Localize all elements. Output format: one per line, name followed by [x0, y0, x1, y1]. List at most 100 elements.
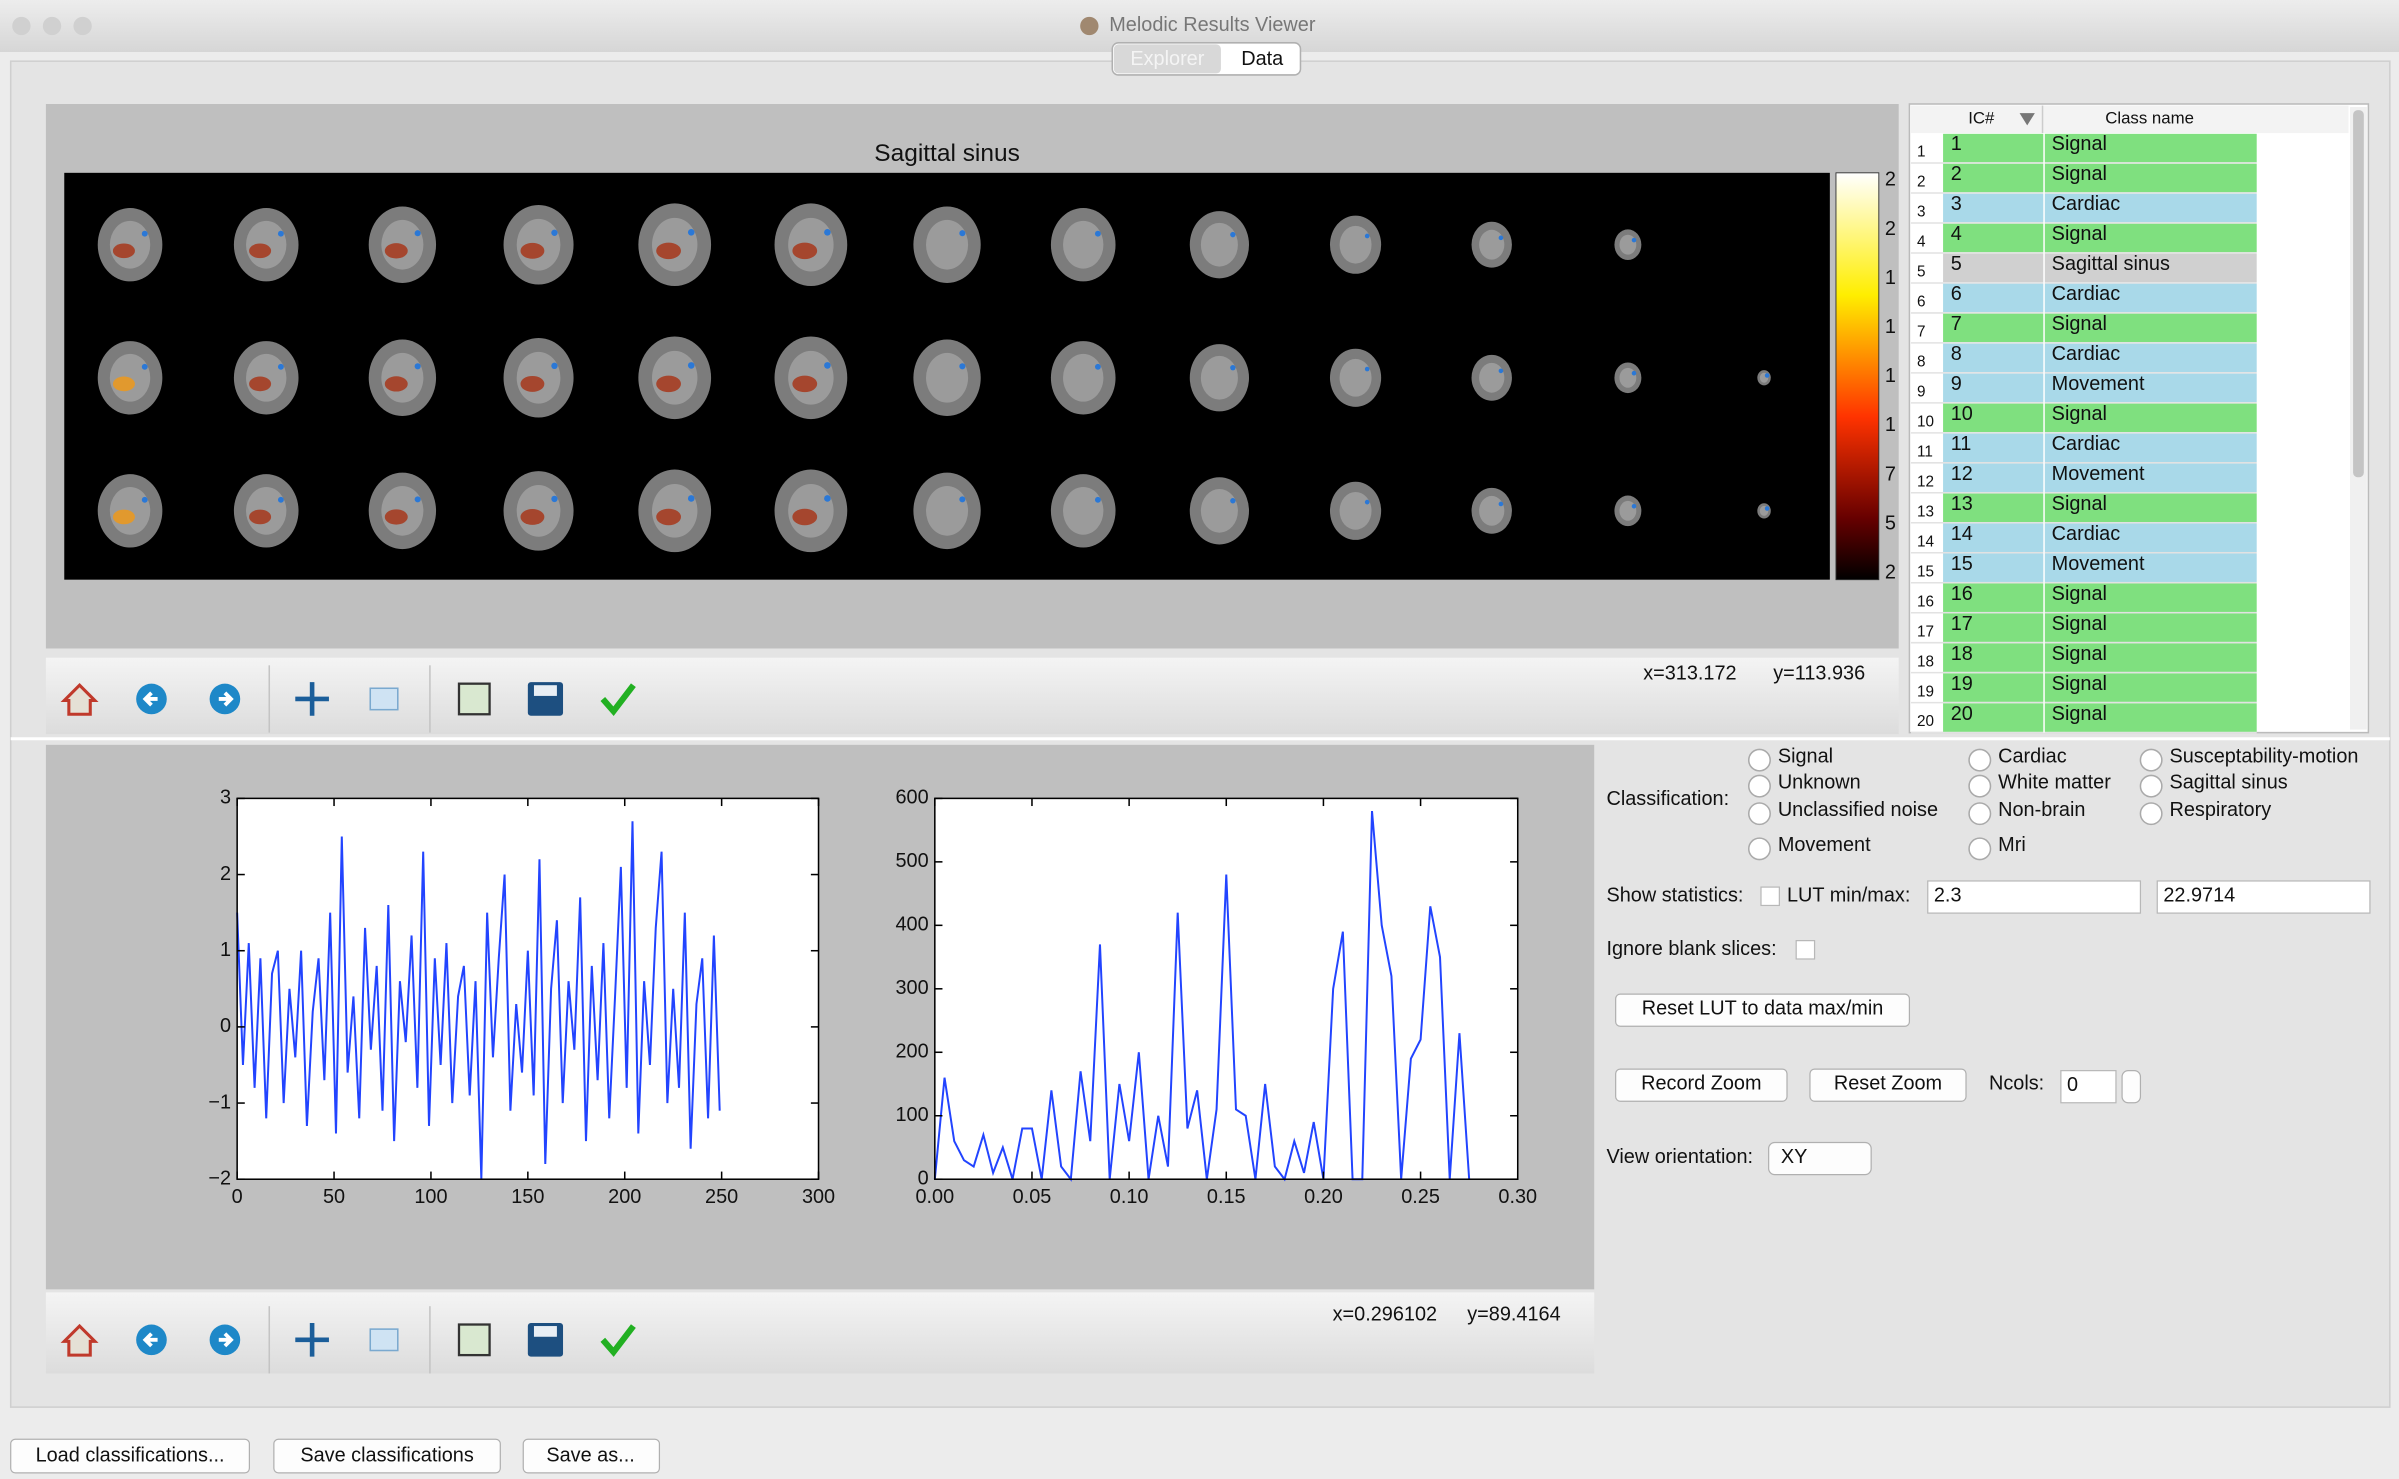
- reset-lut-button[interactable]: [1615, 993, 1911, 1027]
- ic-number[interactable]: 18: [1951, 643, 1973, 665]
- radio-label[interactable]: Respiratory: [2170, 799, 2272, 821]
- row-cell[interactable]: [1943, 583, 2257, 612]
- zoom-button[interactable]: [73, 16, 92, 36]
- ic-number[interactable]: 1: [1951, 133, 1962, 155]
- save-as-label[interactable]: Save as...: [546, 1444, 634, 1466]
- ic-number[interactable]: 16: [1951, 583, 1973, 605]
- show-statistics-checkbox[interactable]: [1760, 886, 1780, 907]
- row-cell[interactable]: [1943, 343, 2257, 373]
- subplots-icon[interactable]: [457, 682, 491, 716]
- radio-label[interactable]: Non-brain: [1998, 799, 2085, 821]
- save-button[interactable]: [273, 1438, 501, 1474]
- row-cell[interactable]: [1943, 433, 2257, 463]
- class-name[interactable]: Signal: [2052, 583, 2107, 605]
- row-cell[interactable]: [1943, 553, 2257, 582]
- ic-number[interactable]: 19: [1951, 673, 1973, 695]
- radio-button[interactable]: [2139, 748, 2163, 772]
- row-cell[interactable]: [1943, 133, 2257, 163]
- radio-button[interactable]: [1968, 774, 1992, 798]
- row-cell[interactable]: [1943, 613, 2257, 642]
- radio-label[interactable]: Movement: [1778, 834, 1871, 856]
- radio-label[interactable]: Unknown: [1778, 771, 1861, 793]
- subplots-icon[interactable]: [457, 1323, 491, 1357]
- class-name[interactable]: Cardiac: [2052, 343, 2121, 365]
- home-icon[interactable]: [60, 1323, 99, 1357]
- class-name[interactable]: Signal: [2052, 403, 2107, 425]
- ic-number[interactable]: 10: [1951, 403, 1973, 425]
- ic-number[interactable]: 13: [1951, 493, 1973, 515]
- class-name[interactable]: Signal: [2052, 673, 2107, 695]
- class-name[interactable]: Movement: [2052, 463, 2145, 485]
- class-name[interactable]: Signal: [2052, 703, 2107, 725]
- radio-label[interactable]: Cardiac: [1998, 745, 2067, 767]
- class-name[interactable]: Cardiac: [2052, 433, 2121, 455]
- load-label[interactable]: Load classifications...: [36, 1444, 225, 1466]
- row-cell[interactable]: [1943, 373, 2257, 403]
- reset-zoom-label[interactable]: Reset Zoom: [1834, 1073, 1942, 1095]
- class-name[interactable]: Signal: [2052, 163, 2107, 185]
- lut-min-field[interactable]: [1927, 880, 2142, 914]
- class-name[interactable]: Cardiac: [2052, 193, 2121, 215]
- ic-number[interactable]: 20: [1951, 703, 1973, 725]
- row-cell[interactable]: [1943, 463, 2257, 493]
- record-zoom-button[interactable]: [1615, 1068, 1788, 1102]
- class-name[interactable]: Sagittal sinus: [2052, 253, 2170, 275]
- lut-max-field[interactable]: [2156, 880, 2371, 914]
- reset-zoom-button[interactable]: [1809, 1068, 1967, 1102]
- tab-explorer[interactable]: Explorer: [1130, 48, 1204, 70]
- radio-button[interactable]: [1968, 837, 1992, 861]
- lut-max[interactable]: 22.9714: [2163, 885, 2235, 907]
- scroll-thumb[interactable]: [2353, 110, 2364, 478]
- ignore-blank-checkbox[interactable]: [1795, 940, 1816, 960]
- radio-button[interactable]: [1968, 802, 1992, 826]
- view-orientation[interactable]: XY: [1781, 1146, 1808, 1168]
- pan-icon[interactable]: [295, 1322, 329, 1357]
- row-cell[interactable]: [1943, 193, 2257, 223]
- zoom-icon[interactable]: [369, 687, 399, 711]
- class-name[interactable]: Signal: [2052, 223, 2107, 245]
- class-name[interactable]: Signal: [2052, 613, 2107, 635]
- row-cell[interactable]: [1943, 313, 2257, 343]
- ic-number[interactable]: 2: [1951, 163, 1962, 185]
- radio-label[interactable]: White matter: [1998, 771, 2111, 793]
- radio-label[interactable]: Unclassified noise: [1778, 799, 1938, 821]
- close-button[interactable]: [12, 16, 31, 36]
- home-icon[interactable]: [60, 683, 99, 716]
- minimize-button[interactable]: [42, 16, 62, 36]
- radio-button[interactable]: [1747, 748, 1771, 772]
- radio-label[interactable]: Mri: [1998, 834, 2026, 856]
- zoom-icon[interactable]: [369, 1328, 399, 1352]
- tab-explorer-bg[interactable]: [1113, 44, 1221, 74]
- view-orientation-select[interactable]: [1768, 1141, 1872, 1176]
- class-name[interactable]: Signal: [2052, 313, 2107, 335]
- radio-button[interactable]: [1747, 802, 1771, 826]
- row-cell[interactable]: [1943, 703, 2257, 732]
- radio-label[interactable]: Sagittal sinus: [2170, 771, 2288, 793]
- radio-button[interactable]: [1968, 748, 1992, 772]
- load-button[interactable]: [10, 1438, 250, 1474]
- ic-number[interactable]: 6: [1951, 283, 1962, 305]
- radio-button[interactable]: [2139, 802, 2163, 826]
- pan-icon[interactable]: [295, 682, 329, 716]
- ic-number[interactable]: 7: [1951, 313, 1962, 335]
- class-name[interactable]: Movement: [2052, 373, 2145, 395]
- ic-number[interactable]: 3: [1951, 193, 1962, 215]
- radio-label[interactable]: Signal: [1778, 745, 1833, 767]
- radio-button[interactable]: [1747, 774, 1771, 798]
- lut-min[interactable]: 2.3: [1934, 885, 1962, 907]
- check-icon[interactable]: [600, 683, 636, 717]
- radio-label[interactable]: Susceptability-motion: [2170, 745, 2359, 767]
- class-name[interactable]: Cardiac: [2052, 523, 2121, 545]
- class-name[interactable]: Signal: [2052, 133, 2107, 155]
- ic-number[interactable]: 15: [1951, 553, 1973, 575]
- class-name[interactable]: Cardiac: [2052, 283, 2121, 305]
- save-label[interactable]: Save classifications: [300, 1444, 474, 1466]
- row-cell[interactable]: [1943, 163, 2257, 193]
- check-icon[interactable]: [600, 1324, 636, 1357]
- radio-button[interactable]: [2139, 774, 2163, 798]
- row-cell[interactable]: [1943, 403, 2257, 433]
- ic-number[interactable]: 11: [1951, 433, 1972, 455]
- ic-number[interactable]: 5: [1951, 253, 1962, 275]
- ic-number[interactable]: 4: [1951, 223, 1962, 245]
- tab-data[interactable]: Data: [1241, 48, 1284, 70]
